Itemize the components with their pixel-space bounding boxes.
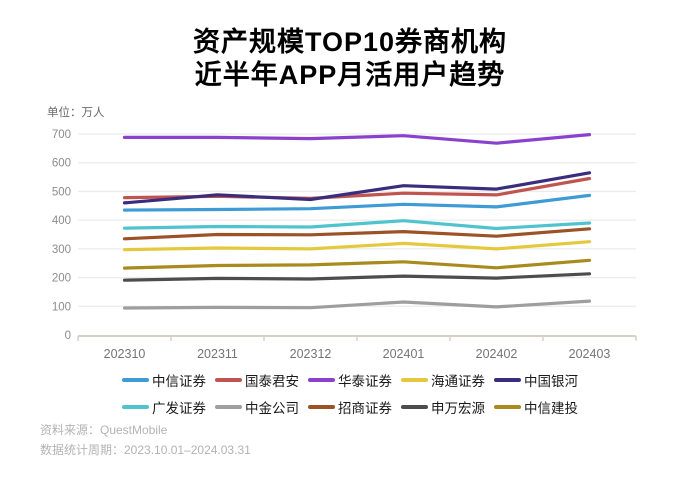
series-line-3	[122, 240, 592, 252]
legend-item: 中信建投	[494, 397, 578, 417]
legend-item: 申万宏源	[401, 397, 485, 417]
legend-item: 中国银河	[494, 370, 578, 390]
unit-label: 单位：万人	[47, 107, 105, 119]
series-line-5	[122, 219, 592, 231]
legend-swatch-icon	[494, 405, 521, 409]
chart-title-line2: 近半年APP月活用户趋势	[194, 60, 506, 90]
series-line-2	[122, 133, 592, 145]
legend-swatch-icon	[308, 405, 335, 409]
legend-row-1: 中信证券 国泰君安 华泰证券 海通证券 中国银河	[122, 370, 578, 390]
legend-swatch-icon	[401, 378, 428, 382]
x-axis-tick-label: 202402	[476, 347, 518, 361]
legend-label: 中信建投	[524, 401, 578, 416]
series-line-0	[122, 193, 592, 212]
data-period-note: 数据统计周期：2023.10.01–2024.03.31	[40, 443, 251, 457]
y-axis-tick-label: 200	[52, 273, 71, 285]
x-axis-tick-label: 202312	[290, 347, 332, 361]
y-axis-tick-label: 500	[52, 186, 71, 198]
legend-swatch-icon	[308, 378, 335, 382]
legend-label: 国泰君安	[245, 374, 299, 389]
legend-label: 海通证券	[431, 374, 485, 389]
y-axis-tick-label: 100	[52, 301, 71, 313]
series-line-4	[122, 171, 592, 205]
x-axis-tick-label: 202403	[569, 347, 611, 361]
chart-title: 资产规模TOP10券商机构 近半年APP月活用户趋势	[0, 26, 700, 92]
x-axis-tick-label: 202310	[104, 347, 146, 361]
chart-legend: 中信证券 国泰君安 华泰证券 海通证券 中国银河广发证券 中金公司 招商证券 申万宏源 中信建投	[0, 370, 700, 417]
legend-item: 招商证券	[308, 397, 392, 417]
legend-label: 中信证券	[152, 374, 206, 389]
legend-row-2: 广发证券 中金公司 招商证券 申万宏源 中信建投	[122, 397, 578, 417]
chart-title-line1: 资产规模TOP10券商机构	[192, 27, 508, 57]
legend-item: 国泰君安	[215, 370, 299, 390]
legend-swatch-icon	[122, 378, 149, 382]
x-axis-tick-label: 202401	[383, 347, 425, 361]
legend-item: 华泰证券	[308, 370, 392, 390]
y-axis-tick-label: 600	[52, 158, 71, 170]
legend-item: 中金公司	[215, 397, 299, 417]
chart-footer: 资料来源：QuestMobile 数据统计周期：2023.10.01–2024.…	[40, 420, 251, 460]
series-line-6	[122, 299, 592, 310]
legend-swatch-icon	[494, 378, 521, 382]
legend-label: 中金公司	[245, 401, 299, 416]
legend-item: 海通证券	[401, 370, 485, 390]
y-axis-tick-label: 300	[52, 244, 71, 256]
legend-item: 中信证券	[122, 370, 206, 390]
legend-label: 申万宏源	[431, 401, 485, 416]
legend-label: 中国银河	[524, 374, 578, 389]
y-axis-tick-label: 0	[65, 330, 71, 342]
legend-swatch-icon	[215, 378, 242, 382]
series-line-8	[122, 272, 592, 282]
x-axis-tick-label: 202311	[197, 347, 238, 361]
legend-label: 招商证券	[338, 401, 392, 416]
legend-swatch-icon	[215, 405, 242, 409]
legend-item: 广发证券	[122, 397, 206, 417]
series-line-7	[122, 227, 592, 241]
legend-swatch-icon	[122, 405, 149, 409]
series-line-9	[122, 258, 592, 270]
legend-label: 广发证券	[152, 401, 206, 416]
data-source-note: 资料来源：QuestMobile	[40, 423, 168, 437]
legend-label: 华泰证券	[338, 374, 392, 389]
legend-swatch-icon	[401, 405, 428, 409]
y-axis-tick-label: 700	[52, 129, 71, 141]
y-axis-tick-label: 400	[52, 215, 71, 227]
